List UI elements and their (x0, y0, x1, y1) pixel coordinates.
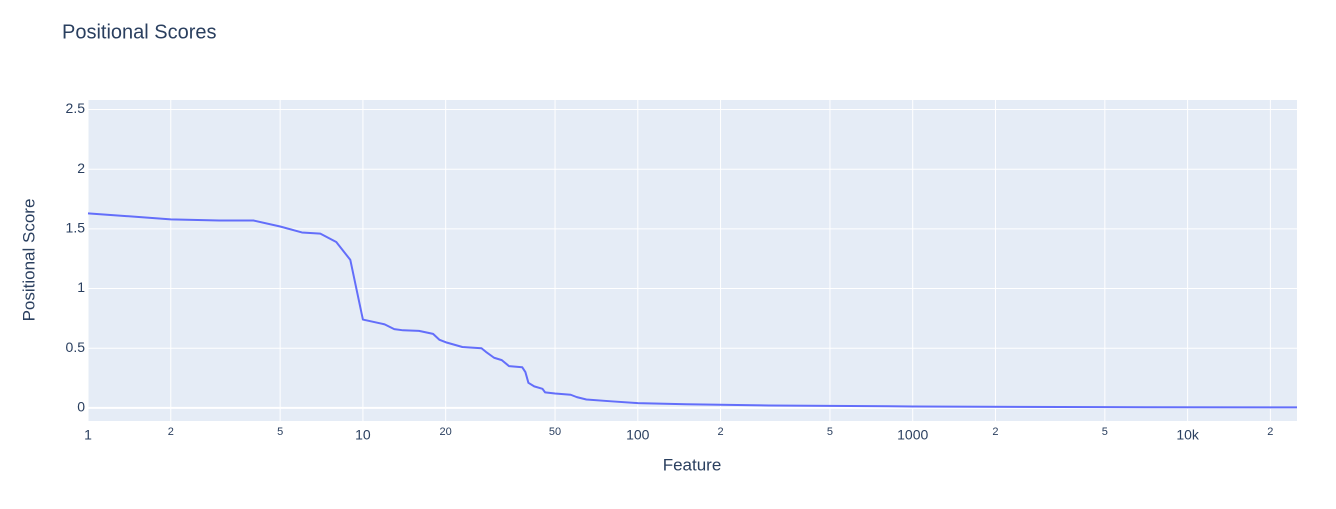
plot-area (88, 100, 1297, 421)
data-line (87, 212, 1298, 409)
x-tick-label: 50 (549, 426, 561, 438)
x-tick-label: 2 (992, 426, 998, 438)
x-tick-label: 20 (440, 426, 452, 438)
x-tick-label: 2 (1267, 426, 1273, 438)
y-tick-label: 0 (77, 399, 85, 415)
x-tick-label: 5 (1102, 426, 1108, 438)
y-tick-label: 1 (77, 279, 85, 295)
x-tick-label: 5 (827, 426, 833, 438)
x-tick-label: 10 (355, 427, 371, 443)
x-tick-label: 1 (84, 427, 92, 443)
x-tick-label: 100 (626, 427, 650, 443)
chart-title: Positional Scores (62, 21, 217, 43)
y-tick-label: 0.5 (66, 339, 86, 355)
x-tick-label: 2 (168, 426, 174, 438)
marks (87, 212, 1298, 409)
x-tick-label: 5 (277, 426, 283, 438)
grid (87, 100, 1297, 421)
y-tick-label: 2.5 (66, 100, 86, 116)
x-tick-label: 1000 (897, 427, 928, 443)
y-tick-label: 1.5 (66, 220, 86, 236)
x-tick-label: 10k (1176, 427, 1200, 443)
y-tick-label: 2 (77, 160, 85, 176)
x-axis-title: Feature (663, 455, 722, 474)
y-axis-title: Positional Score (19, 199, 38, 322)
x-tick-label: 2 (717, 426, 723, 438)
